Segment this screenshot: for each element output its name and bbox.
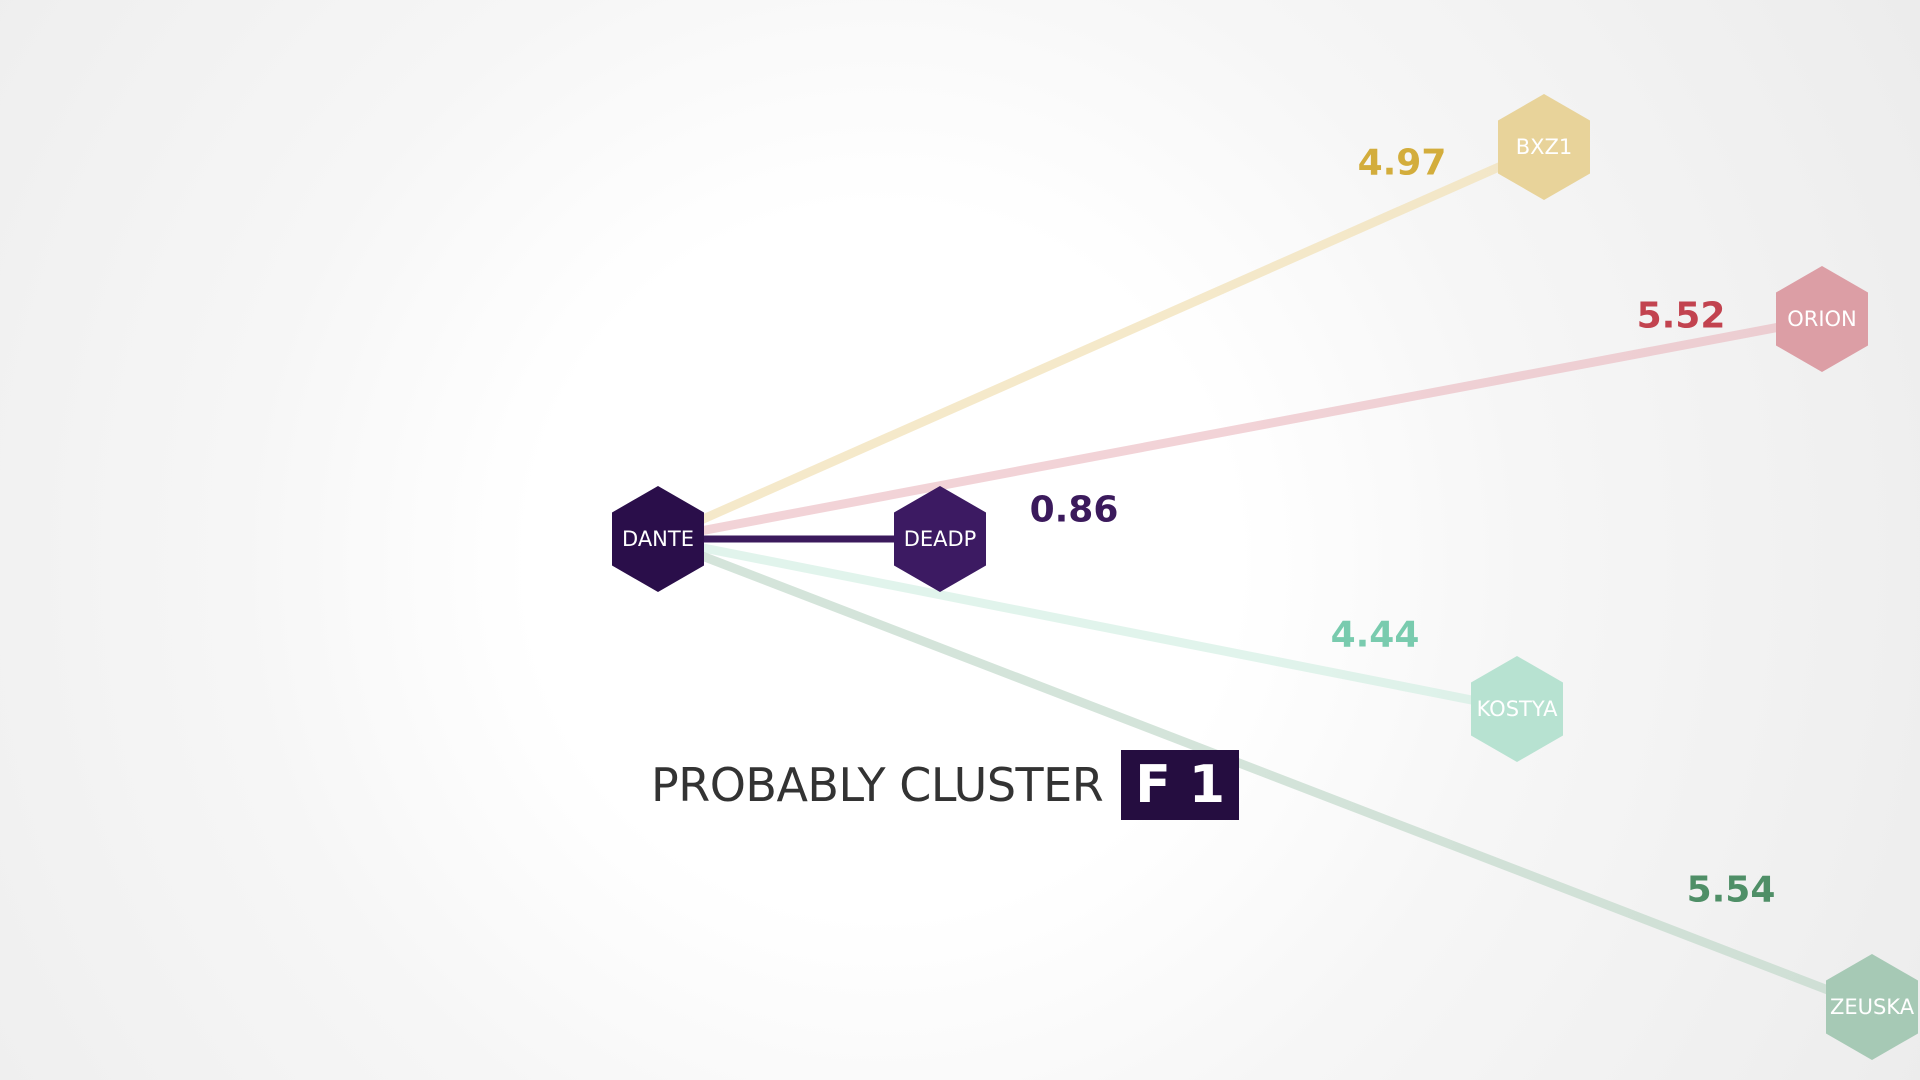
edge-value-bxz1: 4.97 — [1358, 143, 1447, 184]
nodes: BXZ1 ORION KOSTYA ZEUSKA DEADP DANTE — [612, 94, 1918, 1060]
edge-values: 0.86 4.97 5.52 4.44 5.54 — [1030, 143, 1776, 911]
node-bxz1[interactable]: BXZ1 — [1498, 94, 1590, 200]
node-kostya[interactable]: KOSTYA — [1471, 656, 1563, 762]
edge-orion — [653, 314, 1827, 544]
node-deadp-label: DEADP — [904, 527, 977, 551]
edge-value-zeuska: 5.54 — [1687, 870, 1776, 911]
edge-zeuska — [653, 534, 1877, 1012]
node-deadp[interactable]: DEADP — [894, 486, 986, 592]
cluster-caption: PROBABLY CLUSTER F 1 — [651, 750, 1239, 820]
node-orion-label: ORION — [1787, 307, 1857, 331]
edge-bxz1 — [653, 142, 1549, 544]
edge-value-orion: 5.52 — [1637, 296, 1726, 337]
node-orion-hexagon — [1776, 266, 1868, 372]
node-deadp-hexagon — [894, 486, 986, 592]
edge-value-kostya: 4.44 — [1331, 615, 1420, 656]
node-zeuska-hexagon — [1826, 954, 1918, 1060]
node-zeuska-label: ZEUSKA — [1830, 995, 1915, 1019]
node-bxz1-label: BXZ1 — [1516, 135, 1573, 159]
node-dante[interactable]: DANTE — [612, 486, 704, 592]
node-bxz1-hexagon — [1498, 94, 1590, 200]
node-kostya-hexagon — [1471, 656, 1563, 762]
node-dante-label: DANTE — [622, 527, 694, 551]
node-zeuska[interactable]: ZEUSKA — [1826, 954, 1918, 1060]
node-dante-hexagon — [612, 486, 704, 592]
node-kostya-label: KOSTYA — [1477, 697, 1559, 721]
cluster-badge: F 1 — [1121, 750, 1239, 820]
edge-value-deadp: 0.86 — [1030, 490, 1119, 531]
edge-kostya — [653, 534, 1522, 714]
caption-text: PROBABLY CLUSTER — [651, 758, 1104, 812]
edges — [653, 142, 1877, 1012]
node-orion[interactable]: ORION — [1776, 266, 1868, 372]
